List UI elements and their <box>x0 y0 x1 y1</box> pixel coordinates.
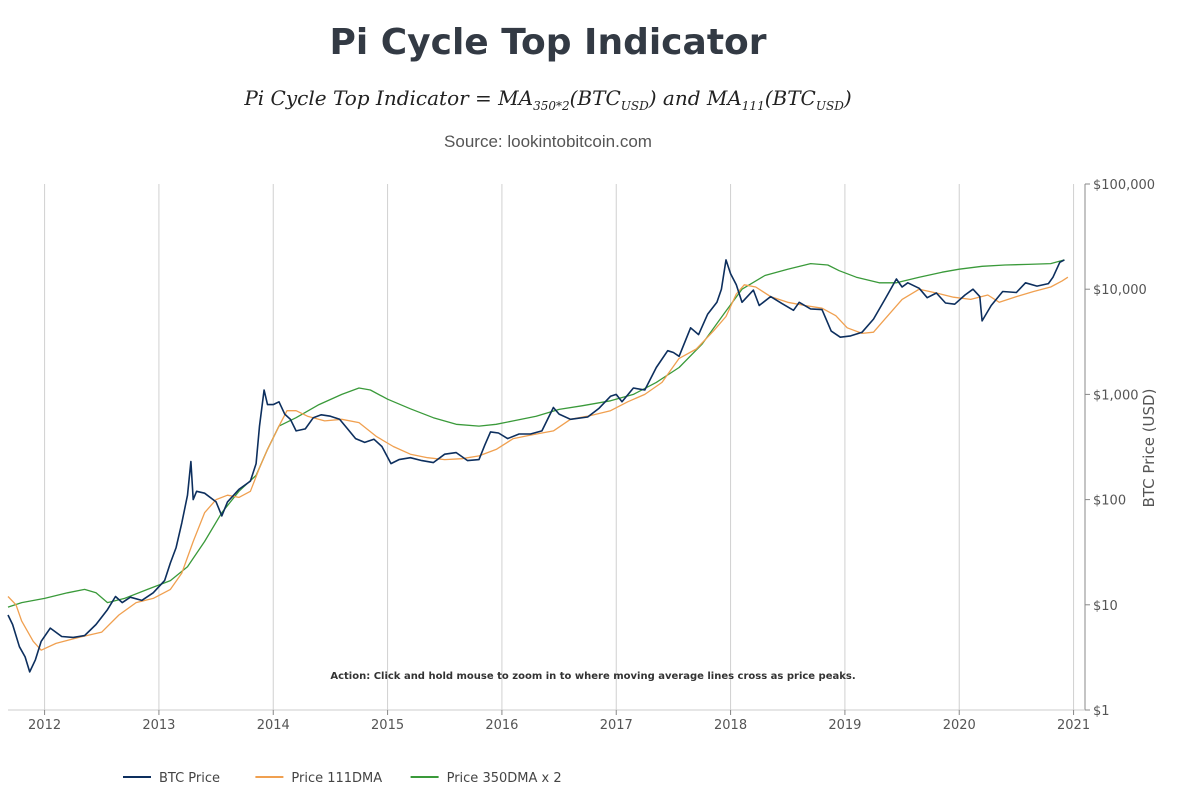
y-tick-label: $100 <box>1093 494 1126 509</box>
y-tick-label: $1,000 <box>1093 388 1139 403</box>
y-tick-label: $100,000 <box>1093 178 1155 193</box>
x-tick-label: 2018 <box>714 718 747 733</box>
y-tick-label: $10 <box>1093 599 1118 614</box>
legend-item-label[interactable]: BTC Price <box>159 771 220 786</box>
chart-source: Source: lookintobitcoin.com <box>444 132 652 151</box>
x-tick-label: 2021 <box>1057 718 1090 733</box>
y-axis-ticks: $1 $10 $100 $1,000 $10,000 $100,000 <box>1085 178 1155 719</box>
series-line-price-111dma <box>7 276 1069 651</box>
chart-grid <box>44 184 1075 710</box>
legend-item-label[interactable]: Price 111DMA <box>291 771 382 786</box>
chart-series <box>7 259 1069 673</box>
x-tick-label: 2015 <box>371 718 404 733</box>
y-tick-label: $1 <box>1093 704 1110 719</box>
y-axis-label: BTC Price (USD) <box>1140 389 1158 508</box>
legend-item-label[interactable]: Price 350DMA x 2 <box>447 771 562 786</box>
x-tick-label: 2013 <box>142 718 175 733</box>
x-tick-label: 2014 <box>257 718 290 733</box>
chart-formula: Pi Cycle Top Indicator = MA350*2(BTCUSD)… <box>244 86 852 113</box>
series-line-price-350dma-x-2 <box>7 259 1065 608</box>
chart-annotation: Action: Click and hold mouse to zoom in … <box>330 671 855 682</box>
x-tick-label: 2019 <box>828 718 861 733</box>
chart-title: Pi Cycle Top Indicator <box>329 22 767 63</box>
y-tick-label: $10,000 <box>1093 283 1147 298</box>
x-axis-ticks: 2012 2013 2014 2015 2016 2017 2018 2019 2020 2021 <box>28 710 1090 733</box>
x-tick-label: 2012 <box>28 718 61 733</box>
chart-legend[interactable]: BTC Price Price 111DMA Price 350DMA x 2 <box>123 771 562 786</box>
x-tick-label: 2020 <box>943 718 976 733</box>
x-tick-label: 2017 <box>600 718 633 733</box>
x-tick-label: 2016 <box>485 718 518 733</box>
series-line-btc-price <box>7 259 1065 673</box>
